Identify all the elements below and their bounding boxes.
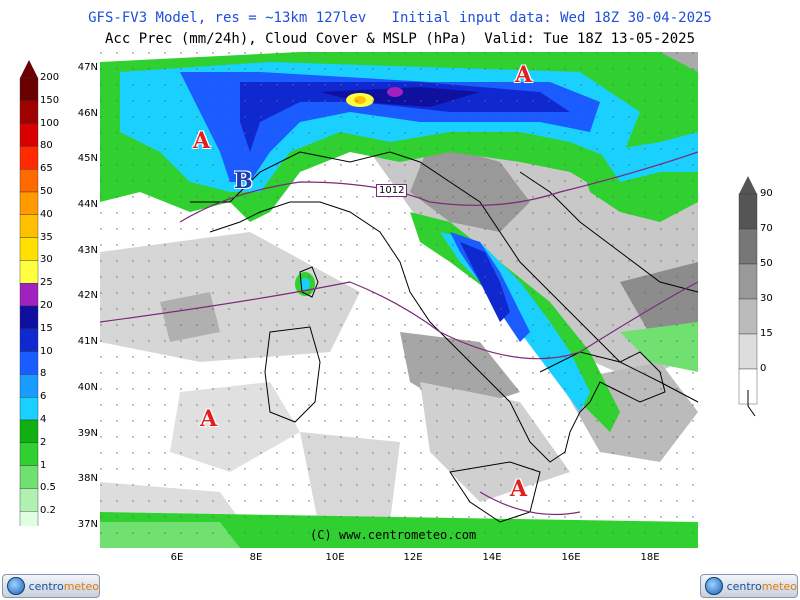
- lon-label: 12E: [403, 552, 423, 563]
- globe-icon: [7, 577, 25, 595]
- legend-level-label: 2: [40, 436, 47, 448]
- low-pressure-marker: B: [234, 168, 253, 194]
- legend-swatch: [19, 77, 39, 101]
- legend-level-label: 20: [40, 300, 53, 311]
- legend-swatch: [19, 465, 39, 489]
- legend-swatch: [738, 263, 758, 300]
- legend-level-label: 200: [40, 72, 60, 83]
- lon-label: 18E: [640, 552, 660, 563]
- lon-label: 6E: [170, 552, 184, 563]
- legend-swatch: [19, 374, 39, 398]
- legend-swatch: [738, 298, 758, 335]
- cloud-scale-arrow: [739, 176, 757, 194]
- legend-level-label: 30: [40, 254, 53, 266]
- legend-level-label: 8: [40, 368, 47, 380]
- weather-map: [99, 52, 699, 548]
- legend-level-label: 70: [760, 223, 773, 234]
- legend-level-label: 100: [40, 117, 60, 129]
- legend-level-label: 15: [760, 328, 773, 339]
- high-pressure-marker: A: [200, 406, 218, 432]
- coastlines: [190, 151, 699, 523]
- globe-icon: [705, 577, 723, 595]
- lat-label: 46N: [77, 108, 98, 119]
- lat-label: 37N: [77, 519, 98, 530]
- model-title: GFS-FV3 Model, res = ~13km 127lev Initia…: [88, 10, 712, 26]
- legend-level-label: 50: [40, 186, 53, 197]
- lat-label: 40N: [77, 382, 98, 393]
- legend-swatch: [738, 193, 758, 230]
- legend-swatch: [19, 214, 39, 238]
- legend-level-label: 0: [760, 363, 767, 374]
- cloud-color-scale: [738, 176, 758, 417]
- legend-level-label: 0.5: [40, 482, 56, 494]
- legend-swatch: [738, 333, 758, 370]
- lat-label: 47N: [77, 62, 98, 73]
- legend-swatch: [19, 511, 39, 526]
- lat-label: 43N: [77, 245, 98, 256]
- legend-level-label: 90: [760, 188, 773, 199]
- legend-level-label: 65: [40, 163, 53, 175]
- legend-swatch: [19, 260, 39, 284]
- lat-label: 38N: [77, 473, 98, 484]
- lon-label: 8E: [249, 552, 263, 563]
- legend-swatch: [19, 328, 39, 352]
- high-pressure-marker: A: [510, 476, 528, 502]
- lon-label: 10E: [325, 552, 345, 563]
- legend-level-label: 40: [40, 208, 53, 220]
- logo-text: centrometeo: [29, 580, 99, 593]
- lon-label: 16E: [561, 552, 581, 563]
- logo-text-a: centro: [28, 579, 64, 593]
- lat-label: 41N: [77, 336, 98, 347]
- legend-level-label: 30: [760, 293, 773, 304]
- logo-text-b: meteo: [761, 579, 797, 593]
- legend-level-label: 0.2: [40, 505, 56, 517]
- legend-level-label: 15: [40, 322, 53, 334]
- legend-level-label: 4: [40, 414, 47, 425]
- map-canvas: [99, 52, 699, 548]
- legend-swatch: [19, 397, 39, 421]
- legend-swatch: [19, 168, 39, 193]
- copyright-credit: (C) www.centrometeo.com: [310, 528, 477, 542]
- legend-swatch: [738, 228, 758, 265]
- legend-swatch: [19, 488, 39, 512]
- legend-swatch: [19, 100, 39, 124]
- high-pressure-marker: A: [515, 62, 533, 88]
- legend-swatch: [19, 146, 39, 170]
- logo-text-b: meteo: [63, 579, 99, 593]
- legend-level-label: 1: [40, 459, 47, 471]
- legend-level-label: 25: [40, 277, 53, 289]
- logo-text: centrometeo: [727, 580, 797, 593]
- centrometeo-logo-left[interactable]: centrometeo: [2, 574, 100, 598]
- legend-swatch: [19, 123, 39, 147]
- cloud-scale-tail: [747, 390, 756, 417]
- centrometeo-logo-right[interactable]: centrometeo: [700, 574, 798, 598]
- precip-scale-arrow: [20, 60, 38, 78]
- lat-label: 45N: [77, 153, 98, 164]
- isobars: [99, 151, 699, 516]
- legend-level-label: 150: [40, 94, 60, 106]
- legend-level-label: 80: [40, 140, 53, 152]
- lat-label: 39N: [77, 428, 98, 439]
- isobar-value-label: 1012: [376, 184, 408, 197]
- legend-level-label: 10: [40, 345, 53, 357]
- lat-label: 42N: [77, 290, 98, 301]
- legend-swatch: [19, 351, 39, 375]
- legend-level-label: 50: [760, 258, 773, 269]
- legend-swatch: [19, 191, 39, 215]
- high-pressure-marker: A: [193, 128, 211, 154]
- map-gridlines: [100, 52, 698, 548]
- legend-swatch: [19, 442, 39, 466]
- legend-swatch: [19, 305, 39, 329]
- map-subtitle: Acc Prec (mm/24h), Cloud Cover & MSLP (h…: [104, 31, 695, 47]
- legend-level-label: 6: [40, 391, 47, 403]
- lon-label: 14E: [482, 552, 502, 563]
- legend-swatch: [19, 282, 39, 307]
- legend-level-label: 35: [40, 231, 53, 243]
- logo-text-a: centro: [726, 579, 762, 593]
- legend-swatch: [19, 237, 39, 261]
- lat-label: 44N: [77, 199, 98, 210]
- legend-swatch: [19, 419, 39, 443]
- precip-color-scale: [19, 60, 39, 526]
